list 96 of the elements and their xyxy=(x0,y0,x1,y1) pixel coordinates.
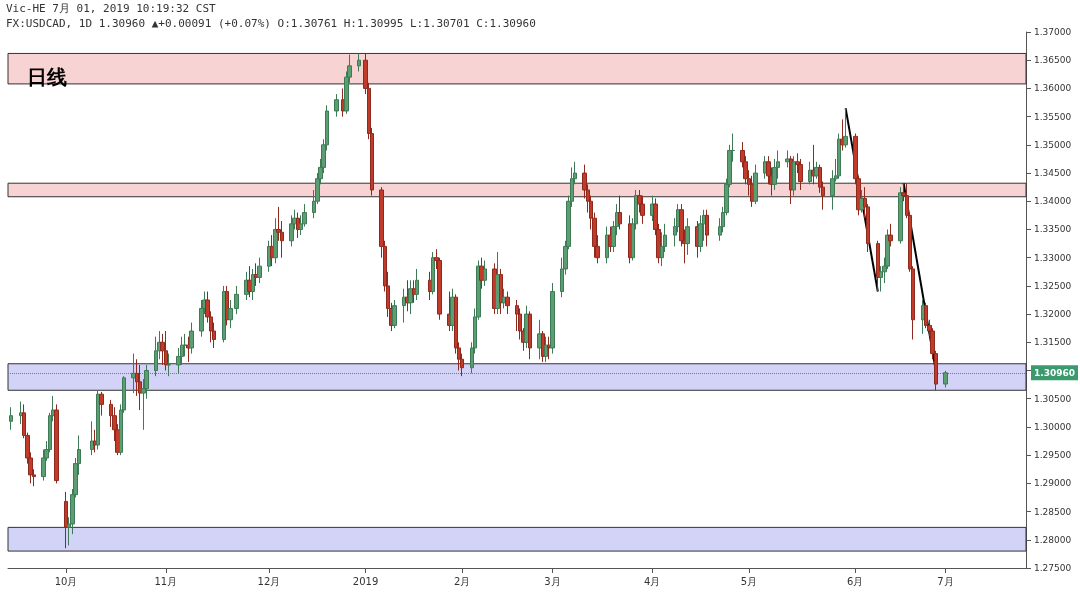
candlestick xyxy=(251,268,255,301)
y-tick-label: 1.28500 xyxy=(1034,506,1072,517)
candlestick xyxy=(402,288,406,324)
candlestick xyxy=(99,391,104,417)
candlestick xyxy=(605,226,609,264)
candlestick xyxy=(93,429,97,453)
candlestick xyxy=(705,209,709,247)
x-tick-label: 10月 xyxy=(54,575,78,587)
candlestick xyxy=(254,262,258,287)
x-tick-label: 4月 xyxy=(644,575,661,587)
candlestick xyxy=(808,161,812,185)
candlestick xyxy=(541,330,545,363)
candlestick xyxy=(505,291,510,315)
candlestick xyxy=(483,260,487,287)
x-tick-label: 6月 xyxy=(847,575,864,587)
candlestick xyxy=(814,161,819,180)
candlestick xyxy=(550,282,555,355)
candlestick xyxy=(618,195,622,230)
candlestick xyxy=(19,401,23,425)
candlestick xyxy=(270,234,274,267)
candlestick xyxy=(537,319,542,360)
candlestick xyxy=(698,214,703,253)
candlestick xyxy=(257,257,262,284)
candlestick xyxy=(943,370,948,388)
candlestick xyxy=(412,279,416,304)
candlestick xyxy=(357,52,361,72)
y-tick-label: 1.34000 xyxy=(1034,196,1072,207)
candlestick xyxy=(876,240,880,293)
y-tick-label: 1.36500 xyxy=(1034,55,1072,66)
x-tick-label: 11月 xyxy=(154,575,178,587)
y-tick-label: 1.33000 xyxy=(1034,252,1072,263)
x-tick-label: 7月 xyxy=(937,575,954,587)
y-tick-label: 1.28000 xyxy=(1034,534,1072,545)
y-tick-label: 1.37000 xyxy=(1034,27,1072,37)
text: Vic-HE 7月 01, 2019 10:19:32 CST xyxy=(6,2,217,15)
y-tick-label: 1.32500 xyxy=(1034,280,1072,291)
y-tick-label: 1.32000 xyxy=(1034,309,1072,320)
x-tick-label: 3月 xyxy=(544,575,561,587)
y-tick-label: 1.29500 xyxy=(1034,450,1072,461)
candlestick xyxy=(296,212,300,239)
y-tick-label: 1.35500 xyxy=(1034,111,1072,122)
candlestick xyxy=(685,217,690,256)
candlestick xyxy=(392,299,397,329)
y-tick-label: 1.33500 xyxy=(1034,224,1072,235)
candlestick xyxy=(544,336,548,363)
candlestick xyxy=(341,87,345,118)
candlestick xyxy=(837,133,841,180)
candlestick xyxy=(479,257,484,290)
candlestick xyxy=(528,310,532,360)
candlestick xyxy=(267,240,271,273)
candlestick xyxy=(415,268,419,301)
candlestick xyxy=(9,406,13,431)
candlestick xyxy=(888,223,893,247)
text: 日线 xyxy=(27,65,67,89)
candlestick xyxy=(495,251,500,315)
candlestick xyxy=(859,189,864,214)
x-tick-label: 2019 xyxy=(352,575,379,587)
candlestick xyxy=(431,251,435,295)
text: FX:USDCAD, 1D 1.30960 ▲+0.00091 (+0.07%) O:1.30761 H:1.30995 L:1.30701 C:1.30960 xyxy=(6,17,536,30)
candlestick xyxy=(898,186,903,245)
candlestick xyxy=(408,279,413,315)
candlestick xyxy=(753,164,758,205)
candlestick xyxy=(273,217,278,264)
candlestick xyxy=(763,155,767,180)
candlestick xyxy=(921,299,925,335)
y-tick-label: 1.30500 xyxy=(1034,393,1072,404)
candlestick xyxy=(785,149,790,168)
y-tick-label: 1.31500 xyxy=(1034,337,1072,348)
candlestick xyxy=(64,491,68,549)
candlestick xyxy=(792,155,796,197)
candlestick xyxy=(289,214,294,247)
y-tick-label: 1.34500 xyxy=(1034,168,1072,179)
x-tick-label: 12月 xyxy=(257,575,281,587)
x-tick-label: 2月 xyxy=(454,575,471,587)
candlestick xyxy=(54,403,59,484)
x-tick-label: 5月 xyxy=(740,575,758,587)
candlestick xyxy=(189,322,194,355)
candlestick xyxy=(225,285,229,326)
candlestick xyxy=(131,353,136,394)
y-tick-label: 1.27500 xyxy=(1034,563,1072,573)
y-tick-label: 1.29000 xyxy=(1034,478,1072,489)
y-tick-label: 1.30000 xyxy=(1034,421,1072,432)
y-tick-label: 1.36000 xyxy=(1034,83,1072,94)
candlestick xyxy=(547,336,551,360)
candlestick xyxy=(247,265,252,298)
candlestick xyxy=(96,389,100,451)
candlestick xyxy=(164,330,168,372)
candlestick xyxy=(90,420,94,456)
candlestick xyxy=(428,271,432,301)
candlestick xyxy=(502,288,506,309)
candlestick xyxy=(334,93,339,118)
candlestick xyxy=(499,268,503,315)
candlestick xyxy=(167,353,171,377)
y-tick-label: 1.35000 xyxy=(1034,139,1072,150)
candlestick xyxy=(843,107,848,149)
ref-line-label: 1.30960 xyxy=(1034,367,1075,378)
